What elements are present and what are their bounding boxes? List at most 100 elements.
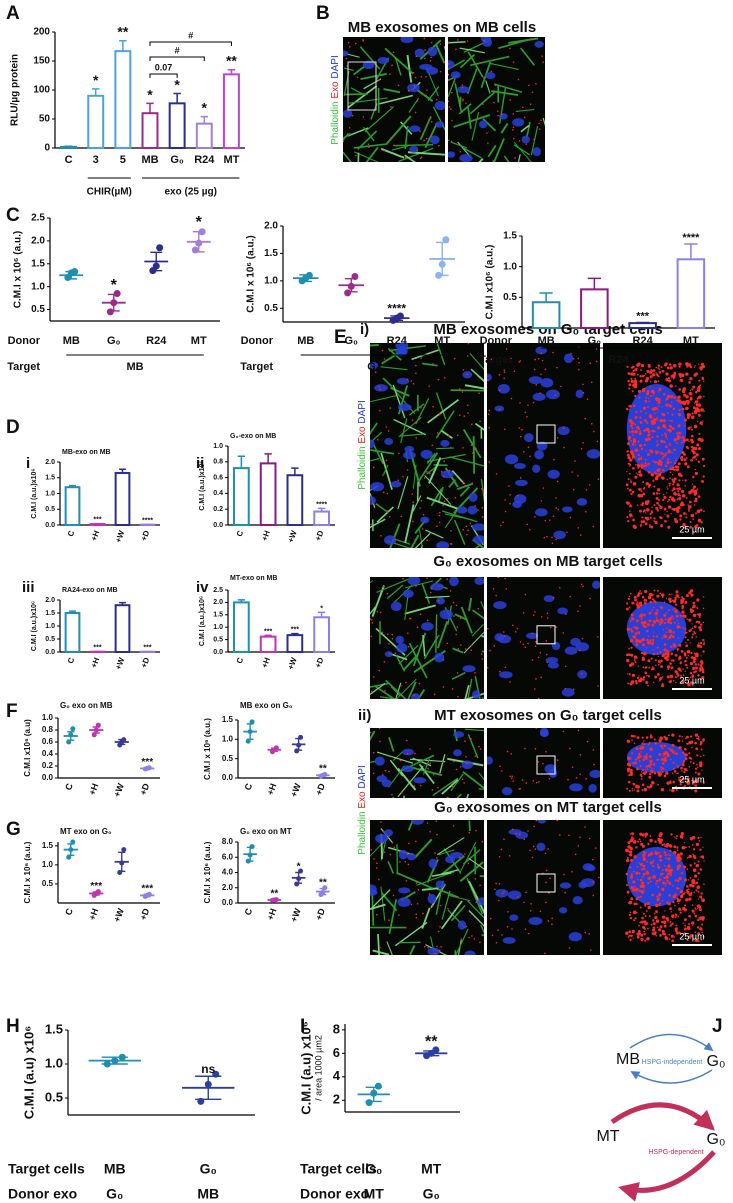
exo-dot [647,876,651,881]
fiber [360,72,387,81]
exo-dot [662,932,665,936]
nucleus [440,439,450,447]
image-title: MT exosomes on G₀ target cells [434,707,662,724]
nucleus [575,389,584,399]
exo-dot [597,685,599,687]
exo-dot [675,457,677,460]
exo-dot [651,667,655,671]
exo-dot [668,616,673,621]
exo-dot [692,879,696,883]
exo-dot [689,642,691,644]
exo-dot [684,846,687,849]
exo-dot [640,520,644,523]
exo-dot [701,670,705,674]
exo-dot [680,601,683,605]
exo-dot [419,784,422,787]
exo-dot [672,780,675,784]
micrograph-content [625,589,706,688]
exo-dot [667,379,671,383]
exo-dot [648,524,651,527]
exo-dot [421,528,424,530]
exo-dot [688,392,690,394]
exo-dot [702,638,705,642]
exo-dot [648,611,652,615]
exo-dot [382,774,384,776]
exo-dot [455,604,458,607]
exo-dot [578,361,580,364]
exo-dot [436,833,438,836]
exo-dot [671,593,673,595]
exo-dot [652,865,655,868]
nucleus [390,480,402,488]
exo-dot [676,648,679,651]
fiber [485,80,491,94]
micrograph-content [626,733,705,793]
exo-dot [675,441,678,444]
exo-dot [669,645,673,649]
exo-dot [644,412,647,415]
micrograph [343,37,445,162]
exo-dot [657,655,659,658]
exo-dot [687,888,690,891]
exo-dot [664,520,667,523]
nucleus [515,479,528,487]
exo-dot [512,137,515,140]
y-tick-label: 0.0 [45,522,55,529]
fiber [464,728,484,732]
exo-dot [424,57,426,60]
exo-dot [698,616,701,618]
exo-dot [697,878,699,881]
exo-dot [425,470,428,473]
exo-dot [699,641,703,645]
y-tick-label: 0.5 [503,292,517,303]
exo-dot [572,357,575,360]
error-bar [69,484,76,488]
y-tick-label: 1.5 [45,475,55,482]
exo-dot [498,855,501,858]
exo-dot [533,825,535,828]
exo-dot [643,743,646,746]
exo-dot [527,404,529,406]
exo-dot [656,419,659,421]
exo-dot [392,51,395,54]
exo-dot [701,898,703,901]
exo-dot [467,343,470,345]
exo-dot [649,861,653,865]
exo-dot [527,446,530,448]
fiber [503,155,510,162]
y-tick-label: 1.5 [222,715,234,724]
exo-dot [651,623,655,627]
exo-dot [658,893,662,897]
exo-dot [686,777,690,781]
y-tick-label: 0.5 [45,636,55,643]
error-bar [67,731,75,741]
exo-dot [630,873,633,876]
exo-dot [649,385,651,388]
error-bar [587,277,602,290]
exo-dot [692,606,695,609]
exo-dot [693,779,697,784]
exo-dot [663,643,667,646]
exo-dot [680,682,682,685]
exo-dot [654,741,657,745]
exo-dot [498,408,501,411]
fiber [407,681,417,699]
nucleus [406,852,417,861]
error-bar [291,467,299,476]
exo-dot [676,625,681,629]
row-label: Target cells [300,1161,377,1177]
fiber [439,754,446,774]
x-tick-label: +W [286,529,299,544]
exo-dot [370,635,373,638]
group-label: G₀ [367,361,381,373]
fiber [387,347,402,361]
exo-dot [655,496,659,500]
exo-dot [678,746,682,750]
bar [259,462,277,527]
fiber [386,115,412,145]
panel-label: I [300,1016,305,1037]
exo-dot [511,775,514,778]
exo-dot [669,789,671,791]
exo-dot [675,459,677,462]
exo-dot [656,895,659,898]
